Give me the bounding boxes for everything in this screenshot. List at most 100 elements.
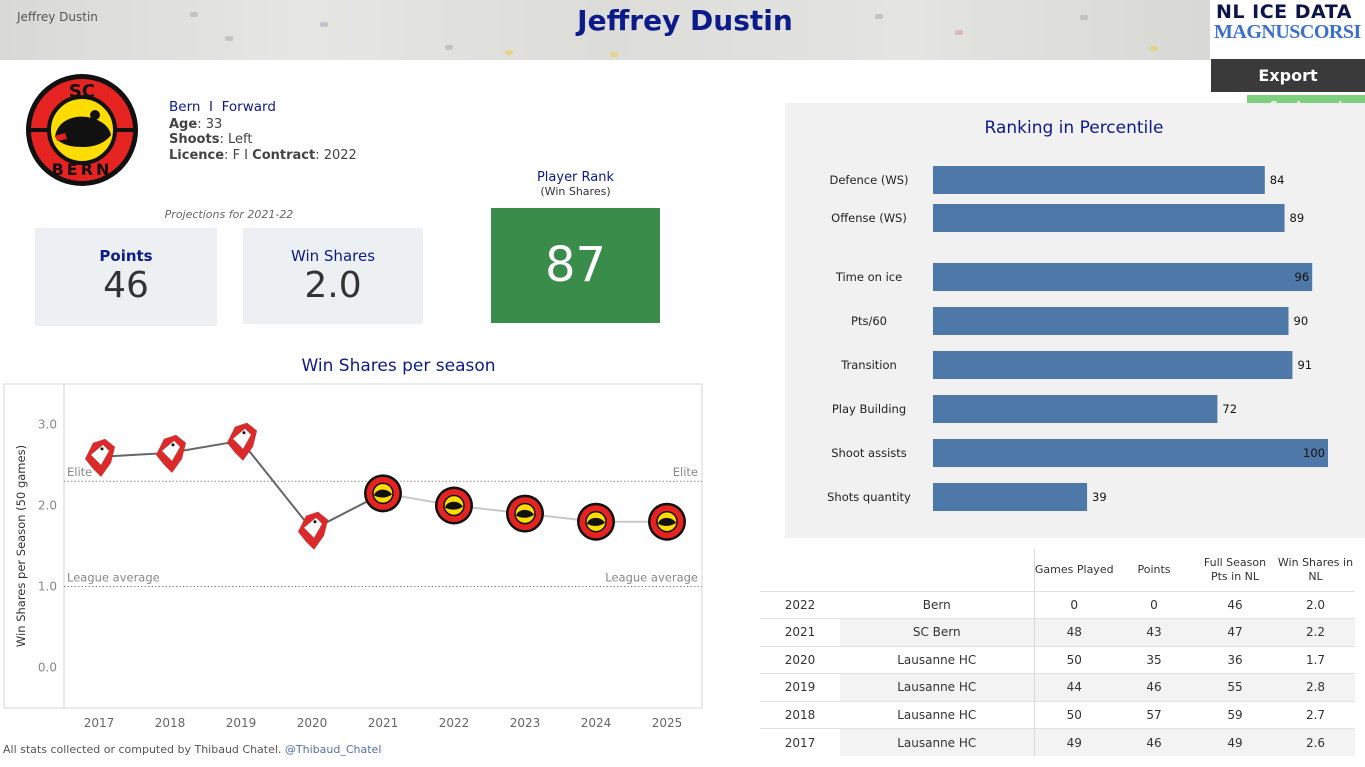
cell-games-played: 44 — [1033, 673, 1114, 701]
svg-text:SC: SC — [69, 81, 95, 102]
y-tick-label: 2.0 — [38, 499, 57, 513]
table-row: 2020 Lausanne HC 50 35 36 1.7 — [760, 645, 1355, 674]
map-speck — [1150, 46, 1158, 51]
bar-category-label: Transition — [840, 358, 897, 372]
cell-team: Lausanne HC — [840, 673, 1034, 701]
table-row: 2018 Lausanne HC 50 57 59 2.7 — [760, 700, 1355, 729]
cell-win-shares: 1.7 — [1276, 645, 1355, 674]
header-player-name: Jeffrey Dustin — [17, 10, 98, 24]
cell-year: 2017 — [760, 728, 840, 756]
cell-team: Lausanne HC — [840, 700, 1034, 729]
percentile-bar — [933, 307, 1289, 335]
header-full-season-pts: Full Season Pts in NL — [1203, 555, 1267, 583]
player-rank-sublabel: (Win Shares) — [540, 185, 611, 198]
cell-year: 2019 — [760, 673, 840, 701]
bar-category-label: Defence (WS) — [829, 173, 908, 187]
cell-games-played: 50 — [1033, 700, 1114, 729]
map-speck — [505, 50, 513, 55]
bar-category-label: Shots quantity — [827, 490, 911, 504]
cell-points: 46 — [1114, 728, 1194, 756]
win-shares-card: Win Shares 2.0 — [243, 228, 423, 324]
player-info: Bern I Forward Age: 33 Shoots: Left Lice… — [169, 99, 357, 163]
player-contract: 2022 — [323, 147, 357, 163]
sc-bern-logo-icon — [506, 494, 544, 533]
player-licence: F — [232, 147, 241, 163]
map-speck — [875, 14, 883, 19]
header-win-shares: Win Shares in NL — [1277, 555, 1354, 583]
map-speck — [445, 45, 453, 50]
reference-label-left: Elite — [67, 465, 92, 479]
bar-category-label: Offense (WS) — [831, 211, 907, 225]
header-games-played: Games Played — [1033, 549, 1114, 591]
table-row: 2022 Bern 0 0 46 2.0 — [760, 590, 1355, 619]
win-shares-chart-title: Win Shares per season — [301, 356, 496, 376]
series-line-segment — [240, 440, 313, 531]
cell-points: 0 — [1114, 590, 1194, 619]
bar-category-label: Time on ice — [835, 270, 902, 284]
y-axis-label: Win Shares per Season (50 games) — [14, 445, 28, 647]
x-tick-label: 2022 — [439, 716, 470, 730]
reference-label-right: Elite — [673, 465, 698, 479]
reference-label-right: League average — [605, 571, 698, 585]
points-label: Points — [99, 247, 153, 265]
sc-bern-logo-icon — [435, 486, 473, 525]
lausanne-hc-logo-icon — [85, 438, 115, 477]
player-age: 33 — [205, 116, 223, 132]
bar-category-label: Shoot assists — [831, 446, 907, 460]
header-team — [840, 549, 1034, 591]
cell-games-played: 48 — [1033, 618, 1114, 646]
cell-full-season-pts: 46 — [1194, 590, 1276, 619]
bar-value-label: 72 — [1222, 402, 1237, 416]
y-tick-label: 0.0 — [38, 661, 57, 675]
map-speck — [190, 12, 198, 17]
cell-team: Bern — [840, 590, 1034, 619]
bar-value-label: 39 — [1092, 490, 1107, 504]
separator: I — [209, 99, 214, 115]
cell-win-shares: 2.2 — [1276, 618, 1355, 646]
cell-year: 2021 — [760, 618, 840, 646]
map-speck — [320, 22, 328, 27]
cell-full-season-pts: 55 — [1194, 673, 1276, 701]
table-row: 2019 Lausanne HC 44 46 55 2.8 — [760, 673, 1355, 701]
export-button[interactable]: Export — [1211, 59, 1365, 92]
x-tick-label: 2024 — [581, 716, 612, 730]
percentile-bar — [933, 351, 1293, 379]
cell-games-played: 0 — [1033, 590, 1114, 619]
cell-points: 46 — [1114, 673, 1194, 701]
cell-points: 57 — [1114, 700, 1194, 729]
player-team: Bern — [169, 99, 201, 115]
twitter-handle-link[interactable]: @Thibaud_Chatel — [284, 743, 382, 756]
age-line: Age: 33 — [169, 116, 223, 132]
sc-bern-logo-icon — [648, 502, 686, 541]
sc-bern-logo-icon — [364, 474, 402, 513]
win-shares-value: 2.0 — [304, 265, 362, 306]
brand-logo[interactable]: NL ICE DATA MAGNUSCORSI — [1212, 0, 1365, 58]
cell-games-played: 49 — [1033, 728, 1114, 756]
player-rank-label: Player Rank — [536, 170, 615, 185]
header-points: Points — [1137, 562, 1171, 576]
percentile-bar — [933, 483, 1088, 511]
projections-caption: Projections for 2021-22 — [164, 208, 294, 221]
table-row: 2017 Lausanne HC 49 46 49 2.6 — [760, 728, 1355, 756]
y-tick-label: 3.0 — [38, 418, 57, 432]
bar-value-label: 100 — [1303, 446, 1325, 460]
percentile-bar — [933, 395, 1218, 423]
table-header-row: Games Played Points Full Season Pts in N… — [760, 549, 1355, 591]
footer-credit: All stats collected or computed by Thiba… — [3, 743, 381, 756]
percentile-bar — [933, 263, 1313, 291]
lausanne-hc-logo-icon — [227, 422, 257, 461]
cell-win-shares: 2.6 — [1276, 728, 1355, 756]
bar-value-label: 96 — [1295, 270, 1310, 284]
x-tick-label: 2020 — [297, 716, 328, 730]
cell-win-shares: 2.0 — [1276, 590, 1355, 619]
x-tick-label: 2018 — [155, 716, 186, 730]
cell-year: 2018 — [760, 700, 840, 729]
bar-category-label: Play Building — [832, 402, 906, 416]
team-logo: SC BERN — [26, 74, 138, 186]
plot-frame — [3, 383, 703, 709]
svg-text:BERN: BERN — [52, 160, 113, 179]
header-year — [760, 549, 840, 591]
brand-subtitle: MAGNUSCORSI — [1214, 21, 1361, 43]
team-position-line: Bern I Forward — [169, 99, 357, 116]
x-tick-label: 2017 — [84, 716, 115, 730]
